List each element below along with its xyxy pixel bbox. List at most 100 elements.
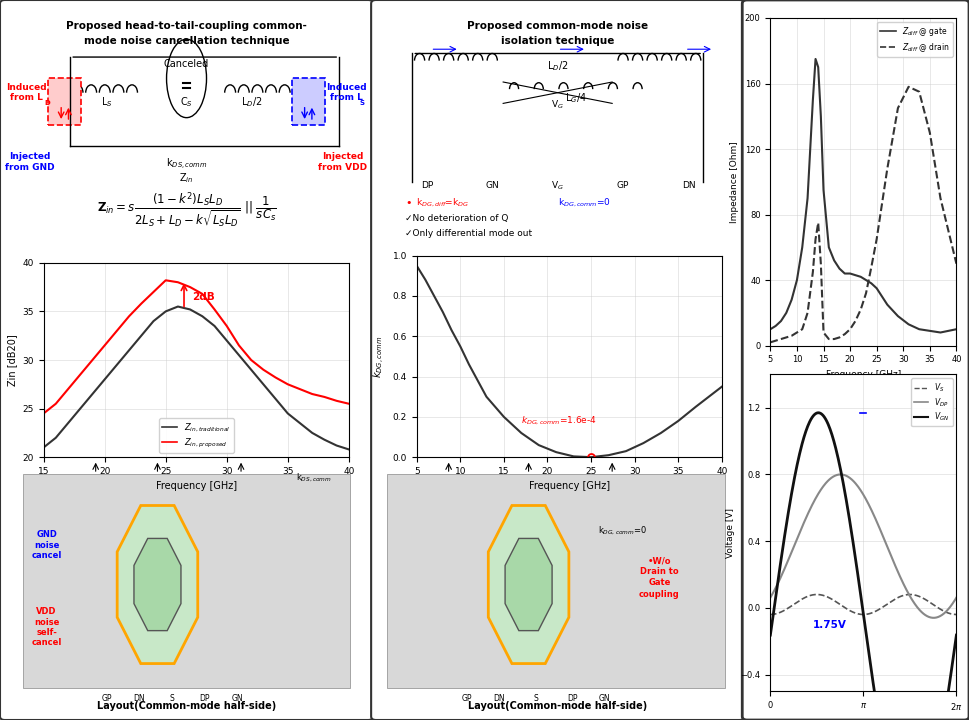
$Z_{in,traditional}$ [160,307,172,315]
X-axis label: Frequency [GHz]: Frequency [GHz] [156,482,236,492]
Text: DN: DN [681,181,696,190]
Text: DN: DN [494,694,505,703]
Y-axis label: Impedance [Ohm]: Impedance [Ohm] [731,141,739,222]
Text: $\mathbf{Z}_{in} = s\dfrac{(1-k^2)L_SL_D}{2L_S+L_D-k\sqrt{L_SL_D}}\ ||\ \dfrac{1: $\mathbf{Z}_{in} = s\dfrac{(1-k^2)L_SL_D… [97,191,276,230]
$Z_{in,traditional}$ [123,346,135,355]
Text: L$_G$/4: L$_G$/4 [565,91,587,104]
Text: ✓Only differential mode out: ✓Only differential mode out [405,230,532,238]
Text: C$_S$: C$_S$ [180,95,193,109]
X-axis label: Frequency [GHz]: Frequency [GHz] [826,370,901,379]
$Z_{in,proposed}$ [172,278,184,287]
Text: DN: DN [134,694,145,703]
Text: Injected
from GND: Injected from GND [6,152,55,171]
Legend: $V_S$, $V_{DP}$, $V_{GN}$: $V_S$, $V_{DP}$, $V_{GN}$ [912,378,953,426]
Line: $Z_{in,proposed}$: $Z_{in,proposed}$ [44,280,349,413]
Text: •: • [405,198,412,208]
Text: Induced
from L: Induced from L [7,83,47,102]
Y-axis label: $k_{DG,comm}$: $k_{DG,comm}$ [372,336,387,377]
Bar [387,474,725,688]
Text: Proposed common-mode noise: Proposed common-mode noise [467,22,648,32]
Text: L$_S$: L$_S$ [101,95,112,109]
$Z_{in,traditional}$ [111,361,123,369]
Bar [292,78,325,125]
$Z_{in,proposed}$ [38,409,49,418]
$Z_{in,traditional}$ [184,305,196,314]
Text: GP: GP [617,181,629,190]
X-axis label: Frequency [GHz]: Frequency [GHz] [529,482,610,492]
$Z_{in,proposed}$ [306,390,318,398]
Text: ✓No deterioration of Q: ✓No deterioration of Q [405,215,509,223]
$Z_{in,proposed}$ [99,341,110,350]
Text: Layout(Common-mode half-side): Layout(Common-mode half-side) [97,701,276,711]
Text: isolation technique: isolation technique [501,36,614,45]
Text: k$_{DS,comm}$: k$_{DS,comm}$ [166,156,207,171]
Text: L$_D$/2: L$_D$/2 [547,60,568,73]
Text: Proposed head-to-tail-coupling common-: Proposed head-to-tail-coupling common- [66,22,307,32]
Bar [48,78,81,125]
$Z_{in,proposed}$ [221,322,233,330]
Text: 1.75V: 1.75V [812,619,846,629]
Text: GND
noise
cancel: GND noise cancel [31,531,62,560]
$Z_{in,proposed}$ [160,276,172,284]
$Z_{in,proposed}$ [123,312,135,320]
$Z_{in,traditional}$ [319,436,330,444]
Bar [23,474,350,688]
$Z_{in,traditional}$ [234,351,245,359]
$Z_{in,traditional}$ [221,336,233,345]
Text: DP: DP [200,694,210,703]
$Z_{in,proposed}$ [197,289,208,298]
Text: k$_{DG,comm}$=0: k$_{DG,comm}$=0 [599,525,647,537]
$Z_{in,proposed}$ [245,356,257,364]
$Z_{in,proposed}$ [282,380,294,389]
$Z_{in,traditional}$ [86,390,98,398]
Text: Injected
from VDD: Injected from VDD [318,152,367,171]
Text: Canceled: Canceled [164,59,209,69]
Text: GN: GN [599,694,610,703]
$Z_{in,traditional}$ [258,380,269,389]
$Z_{in,proposed}$ [62,384,74,393]
$Z_{in,proposed}$ [319,392,330,401]
$Z_{in,proposed}$ [136,300,147,308]
$Z_{in,proposed}$ [295,384,306,393]
$Z_{in,traditional}$ [282,409,294,418]
Text: mode noise cancellation technique: mode noise cancellation technique [83,36,290,45]
Text: S: S [534,694,538,703]
$Z_{in,traditional}$ [306,428,318,437]
Y-axis label: Zin [dB20]: Zin [dB20] [7,334,16,386]
$Z_{in,traditional}$ [38,443,49,452]
$Z_{in,proposed}$ [208,305,220,314]
Line: $Z_{in,traditional}$: $Z_{in,traditional}$ [44,307,349,449]
$Z_{in,traditional}$ [269,395,281,403]
$Z_{in,traditional}$ [343,445,355,454]
Text: GP: GP [102,694,111,703]
$Z_{in,proposed}$ [258,365,269,374]
Text: $k_{DG,comm}$=1.6e-4: $k_{DG,comm}$=1.6e-4 [521,415,597,427]
$Z_{in,traditional}$ [75,405,86,413]
Text: GN: GN [485,181,499,190]
Text: D: D [45,100,50,107]
Text: GP: GP [461,694,472,703]
$Z_{in,traditional}$ [245,365,257,374]
Text: GN: GN [232,694,243,703]
Text: 2dB: 2dB [193,292,215,302]
Text: S: S [170,694,174,703]
Text: DP: DP [567,694,578,703]
$Z_{in,proposed}$ [86,356,98,364]
$Z_{in,traditional}$ [62,419,74,428]
$Z_{in,traditional}$ [99,375,110,384]
Text: •W/o
Drain to
Gate
coupling: •W/o Drain to Gate coupling [639,557,680,598]
$Z_{in,traditional}$ [136,331,147,340]
$Z_{in,traditional}$ [208,322,220,330]
$Z_{in,proposed}$ [184,283,196,292]
Text: k$_{DS,comm}$: k$_{DS,comm}$ [296,472,331,484]
$Z_{in,proposed}$ [234,341,245,350]
$Z_{in,traditional}$ [197,312,208,320]
$Z_{in,proposed}$ [111,326,123,335]
Text: S: S [359,100,364,107]
Text: VDD
noise
self-
cancel: VDD noise self- cancel [31,607,62,647]
Text: Layout(Common-mode half-side): Layout(Common-mode half-side) [468,701,647,711]
Text: Induced
from L: Induced from L [327,83,366,102]
$Z_{in,proposed}$ [343,400,355,408]
Y-axis label: Voltage [V]: Voltage [V] [726,508,735,558]
$Z_{in,traditional}$ [147,317,159,325]
